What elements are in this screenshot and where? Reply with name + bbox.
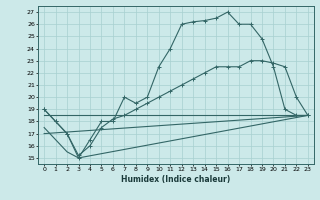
X-axis label: Humidex (Indice chaleur): Humidex (Indice chaleur) [121, 175, 231, 184]
